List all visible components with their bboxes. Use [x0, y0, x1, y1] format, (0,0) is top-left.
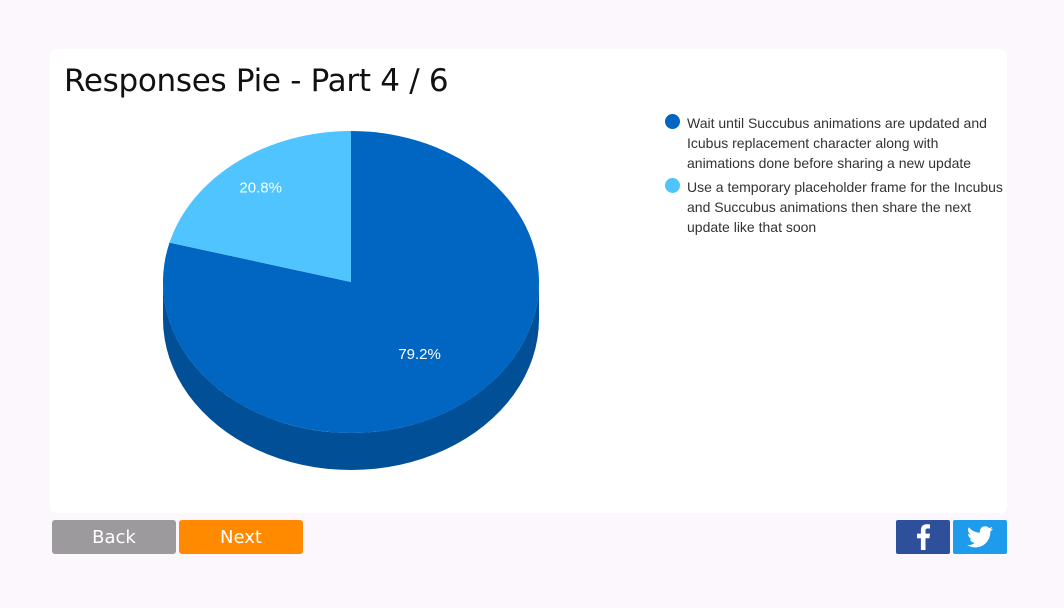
chart-legend: Wait until Succubus animations are updat… — [665, 113, 1005, 241]
back-button[interactable]: Back — [52, 520, 176, 554]
legend-marker-1 — [665, 114, 680, 129]
legend-item-2[interactable]: Use a temporary placeholder frame for th… — [665, 177, 1005, 237]
page-title: Responses Pie - Part 4 / 6 — [64, 63, 449, 99]
legend-label-1: Wait until Succubus animations are updat… — [687, 115, 987, 171]
facebook-share-button[interactable] — [896, 520, 950, 554]
pie-slice-1[interactable] — [163, 131, 540, 434]
twitter-icon — [967, 526, 993, 548]
chart-card: Responses Pie - Part 4 / 6 79.2% 20.8% Wa… — [50, 49, 1007, 513]
pie-slice-2[interactable] — [169, 131, 351, 282]
pie-slice-side-1 — [163, 282, 539, 470]
twitter-share-button[interactable] — [953, 520, 1007, 554]
pie-value-label-1: 79.2% — [398, 346, 441, 363]
legend-item-1[interactable]: Wait until Succubus animations are updat… — [665, 113, 1005, 173]
legend-label-2: Use a temporary placeholder frame for th… — [687, 179, 1003, 235]
pie-chart: 79.2% 20.8% — [163, 131, 540, 470]
pie-value-label-2: 20.8% — [239, 179, 282, 196]
facebook-icon — [917, 524, 930, 550]
legend-marker-2 — [665, 178, 680, 193]
next-button[interactable]: Next — [179, 520, 303, 554]
